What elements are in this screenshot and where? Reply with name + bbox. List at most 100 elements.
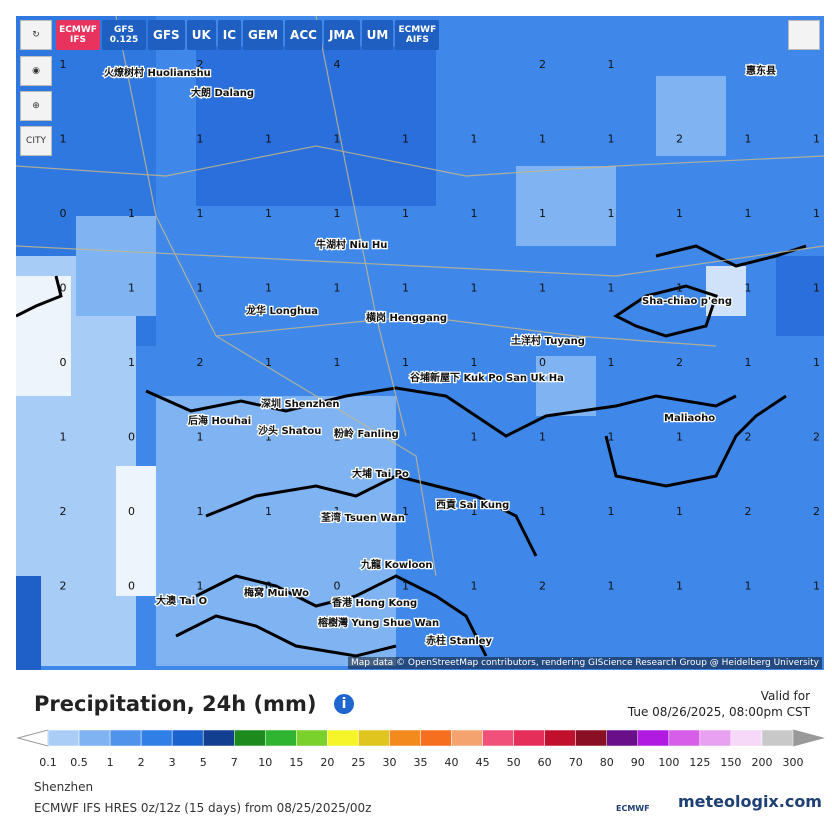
share-button[interactable]	[788, 20, 820, 50]
legend-tick-label: 7	[231, 756, 238, 769]
precip-value: 1	[745, 356, 752, 369]
precip-value: 1	[197, 207, 204, 220]
model-button[interactable]: ECMWF AIFS	[395, 20, 440, 50]
legend-tick-label: 20	[320, 756, 334, 769]
precip-value: 1	[745, 580, 752, 593]
precip-value: 1	[128, 207, 135, 220]
precip-value: 1	[197, 282, 204, 295]
legend-swatch	[482, 729, 514, 747]
location: Shenzhen	[34, 780, 94, 794]
roads	[16, 16, 824, 577]
legend-swatch	[265, 729, 297, 747]
model-button[interactable]: ECMWF IFS	[56, 20, 100, 50]
map: 1 2 4 2 1 1 1 1 1 1 1 1 1 2 1 1 0 1 1 1 1 1 1 1 1 1 1 1 0 1 1 1 1 1 1 1 1 1 1 1…	[16, 16, 824, 670]
city-toggle[interactable]: CITY	[20, 126, 52, 156]
precip-value: 1	[676, 207, 683, 220]
precip-value: 0	[60, 207, 67, 220]
precip-value: 1	[60, 58, 67, 71]
legend-swatch	[513, 729, 545, 747]
precip-value: 2	[745, 431, 752, 444]
legend-swatch	[575, 729, 607, 747]
precip-value: 1	[128, 282, 135, 295]
legend-tick-label: 0.1	[39, 756, 57, 769]
place-label: 龙华 Longhua	[245, 304, 318, 317]
locate-button[interactable]: ◉	[20, 56, 52, 86]
precip-value: 1	[128, 356, 135, 369]
precip-value: 1	[265, 282, 272, 295]
info-button[interactable]: i	[334, 694, 354, 714]
model-button[interactable]: ACC	[285, 20, 322, 50]
precip-grid: 1 2 4 2 1 1 1 1 1 1 1 1 1 2 1 1 0 1 1 1 1 1 1 1 1 1 1 1 0 1 1 1 1 1 1 1 1 1 1 1…	[60, 58, 821, 593]
precip-value: 1	[608, 356, 615, 369]
precip-value: 0	[539, 356, 546, 369]
precip-value: 1	[813, 580, 820, 593]
precip-value: 1	[197, 133, 204, 146]
model-button[interactable]: JMA	[323, 20, 360, 50]
legend-tick-label: 45	[476, 756, 490, 769]
legend-tick-label: 3	[169, 756, 176, 769]
coastline	[16, 244, 807, 658]
model-toolbar: ECMWF IFS GFS 0.125 GFS UK IC GEM ACC JM…	[56, 20, 440, 50]
valid-label: Valid for	[760, 689, 810, 703]
legend-swatch	[730, 729, 763, 747]
precip-value: 2	[813, 505, 820, 518]
precip-value: 1	[334, 133, 341, 146]
place-labels: 火燎树村 Huolianshu 大朗 Dalang 龙华 Longhua 横岗 …	[103, 63, 778, 649]
precip-value: 1	[60, 431, 67, 444]
legend-tick-label: 100	[658, 756, 679, 769]
model-button[interactable]: UK	[186, 20, 216, 50]
legend-tick-label: 15	[289, 756, 303, 769]
precip-value: 2	[813, 431, 820, 444]
precip-value: 1	[334, 505, 341, 518]
legend-tick-label: 60	[538, 756, 552, 769]
model-button[interactable]: UM	[361, 20, 394, 50]
precip-value: 1	[197, 580, 204, 593]
refresh-button[interactable]: ↻	[20, 20, 52, 50]
place-label: 牛湖村 Niu Hu	[316, 238, 387, 251]
place-label: 后海 Houhai	[188, 414, 251, 427]
precip-value: 1	[539, 282, 546, 295]
zoom-button[interactable]: ⊕	[20, 91, 52, 121]
precip-value: 4	[334, 58, 341, 71]
precip-value: 2	[676, 356, 683, 369]
legend-swatch	[171, 729, 204, 747]
precip-value: 1	[608, 207, 615, 220]
precip-value: 0	[265, 580, 272, 593]
precip-value: 1	[402, 505, 409, 518]
model-button[interactable]: GFS	[148, 20, 185, 50]
precip-value: 0	[128, 431, 135, 444]
precip-value: 1	[676, 282, 683, 295]
legend-tick-label: 50	[507, 756, 521, 769]
legend-swatch	[668, 729, 701, 747]
precip-value: 1	[334, 207, 341, 220]
precip-value: 1	[265, 207, 272, 220]
place-label: Sha-chiao p'eng	[642, 296, 732, 307]
precip-value: 1	[334, 282, 341, 295]
ecmwf-logo: ECMWF	[616, 804, 650, 813]
legend-swatch	[234, 729, 266, 747]
place-label: 深圳 Shenzhen	[261, 397, 340, 410]
place-label: 火燎树村 Huolianshu	[104, 66, 211, 79]
model-button[interactable]: IC	[217, 20, 242, 50]
precip-value: 1	[471, 133, 478, 146]
precip-value: 1	[813, 282, 820, 295]
model-button[interactable]: GEM	[243, 20, 284, 50]
legend-tick-label: 5	[200, 756, 207, 769]
precip-value: 1	[608, 431, 615, 444]
precip-value: 1	[402, 207, 409, 220]
precip-value: 1	[745, 207, 752, 220]
precip-value: 1	[813, 207, 820, 220]
model-button[interactable]: GFS 0.125	[102, 20, 146, 50]
precip-value: 1	[813, 133, 820, 146]
precip-value: 2	[60, 505, 67, 518]
legend-swatch	[202, 729, 235, 747]
precip-value: 1	[402, 580, 409, 593]
legend-swatch	[358, 729, 390, 747]
precip-value: 2	[197, 58, 204, 71]
place-label: 香港 Hong Kong	[332, 596, 417, 609]
precip-value: 1	[197, 431, 204, 444]
precip-value: 1	[334, 431, 341, 444]
precip-value: 1	[539, 207, 546, 220]
legend-tick-label: 125	[689, 756, 710, 769]
precip-value: 1	[608, 58, 615, 71]
